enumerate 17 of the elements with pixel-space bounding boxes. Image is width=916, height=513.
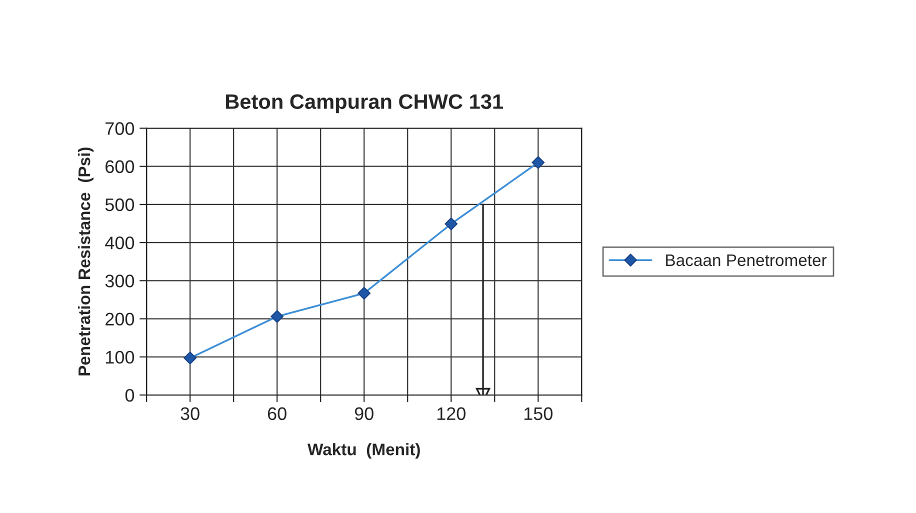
x-tick-label: 60	[268, 407, 286, 420]
y-tick-label: 0	[125, 388, 134, 402]
y-axis-title: Penetration Resistance (Psi)	[78, 148, 94, 376]
y-tick-label: 400	[105, 236, 134, 250]
x-tick-label: 30	[180, 407, 200, 420]
y-tick-label: 300	[105, 274, 134, 288]
y-tick-label: 500	[105, 198, 134, 212]
x-axis-title: Waktu (Menit)	[308, 443, 420, 459]
y-tick-label: 600	[106, 160, 134, 174]
x-tick-label: 90	[354, 407, 374, 420]
legend-label: Bacaan Penetrometer	[666, 254, 827, 266]
x-tick-label: 150	[524, 407, 553, 420]
y-tick-label: 100	[106, 350, 134, 364]
y-tick-label: 200	[106, 312, 134, 326]
y-tick-label: 700	[106, 122, 134, 135]
x-tick-label: 120	[437, 407, 466, 420]
chart-title: Beton Campuran CHWC 131	[226, 94, 504, 114]
